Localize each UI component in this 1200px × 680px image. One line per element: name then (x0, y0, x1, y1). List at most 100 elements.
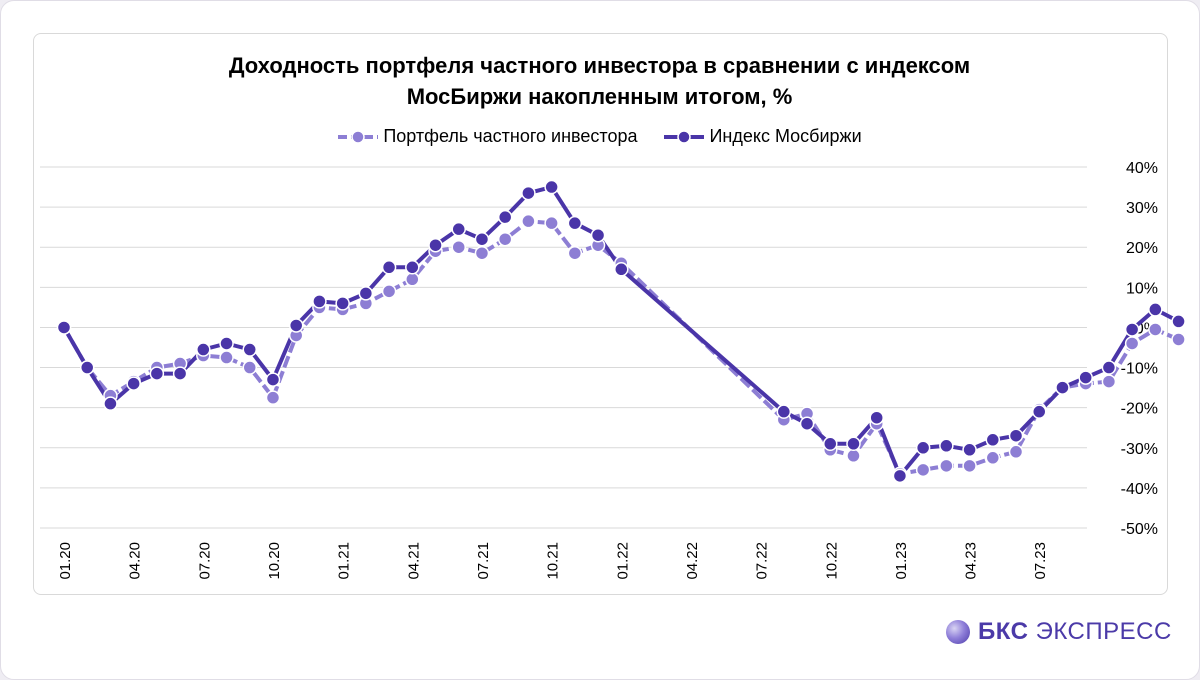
x-tick-label: 07.20 (196, 542, 213, 580)
data-point-index (126, 376, 141, 391)
data-point-portfolio (497, 231, 513, 247)
brand-logo: БКС ЭКСПРЕСС (946, 618, 1172, 646)
data-point-index (1078, 370, 1093, 385)
y-tick-label: -10% (1121, 361, 1158, 378)
data-point-index (521, 185, 536, 201)
data-point-portfolio (405, 272, 420, 287)
data-point-portfolio (567, 245, 583, 261)
data-point-index (265, 372, 281, 387)
data-point-index (381, 260, 397, 275)
data-point-portfolio (939, 458, 954, 474)
data-point-index (614, 262, 629, 277)
data-point-portfolio (451, 239, 466, 255)
y-tick-label: -20% (1121, 401, 1158, 418)
brand-sphere-icon (946, 620, 970, 644)
data-point-index (1031, 404, 1047, 419)
data-point-index (1008, 428, 1024, 443)
data-point-index (1148, 302, 1163, 317)
data-point-index (1055, 380, 1070, 395)
data-point-portfolio (219, 350, 234, 365)
data-point-index (985, 432, 1001, 448)
legend-marker-portfolio (338, 129, 379, 144)
data-point-index (103, 396, 118, 411)
data-point-index (1101, 360, 1117, 375)
data-point-index (544, 179, 559, 195)
x-tick-label: 01.20 (57, 542, 74, 580)
x-tick-label: 10.20 (266, 542, 283, 580)
chart-title-line-2: МосБиржи накопленным итогом, % (406, 84, 793, 109)
data-point-index (79, 360, 95, 375)
y-tick-label: -50% (1121, 521, 1158, 538)
x-tick-label: 07.22 (754, 542, 771, 580)
data-point-portfolio (381, 284, 397, 299)
x-tick-label: 07.21 (475, 542, 492, 580)
data-point-index (823, 436, 838, 452)
x-tick-label: 04.22 (684, 542, 701, 580)
brand-name-bold: БКС (978, 618, 1029, 645)
x-tick-label: 04.20 (127, 542, 144, 580)
x-tick-label: 04.21 (405, 542, 422, 580)
data-point-index (405, 260, 420, 275)
data-point-index (451, 221, 466, 237)
y-tick-label: 40% (1126, 160, 1158, 177)
chart-legend: Портфель частного инвестора Индекс Мосби… (33, 126, 1166, 147)
data-point-index (335, 296, 350, 311)
data-point-index (196, 342, 211, 357)
x-tick-label: 01.23 (893, 542, 910, 580)
data-point-portfolio (962, 458, 977, 474)
x-tick-label: 10.22 (823, 542, 840, 580)
data-point-index (1171, 314, 1186, 329)
y-tick-label: 20% (1126, 240, 1158, 257)
data-point-portfolio (242, 360, 258, 375)
data-point-index (567, 215, 583, 231)
y-tick-label: 10% (1126, 280, 1158, 297)
y-tick-label: -30% (1121, 441, 1158, 458)
data-point-index (776, 404, 792, 419)
data-point-portfolio (1124, 336, 1140, 351)
data-point-index (590, 227, 606, 243)
chart-card (33, 33, 1168, 595)
data-point-index (497, 209, 513, 225)
x-tick-label: 07.23 (1032, 542, 1049, 580)
chart-title-line-1: Доходность портфеля частного инвестора в… (228, 53, 971, 78)
data-point-index (915, 440, 931, 456)
x-tick-label: 04.23 (963, 542, 980, 580)
legend-label-index: Индекс Мосбиржи (709, 126, 862, 146)
data-point-index (358, 286, 374, 301)
data-point-index (242, 342, 258, 357)
data-point-portfolio (265, 390, 281, 405)
y-tick-label: -40% (1121, 481, 1158, 498)
data-point-portfolio (846, 448, 861, 464)
data-point-index (474, 231, 490, 247)
x-tick-label: 01.21 (336, 542, 353, 580)
data-point-portfolio (474, 245, 490, 261)
y-tick-label: 30% (1126, 200, 1158, 217)
data-point-index (149, 366, 165, 381)
data-point-portfolio (985, 450, 1001, 466)
chart-title: Доходность портфеля частного инвестора в… (33, 50, 1166, 112)
data-point-index (312, 294, 327, 309)
data-point-index (799, 416, 815, 431)
data-point-index (288, 318, 304, 333)
legend-marker-index (664, 129, 705, 144)
brand-name-rest: ЭКСПРЕСС (1035, 618, 1172, 645)
legend-label-portfolio: Портфель частного инвестора (383, 126, 638, 146)
x-tick-label: 01.22 (614, 542, 631, 580)
data-point-index (846, 436, 861, 452)
data-point-portfolio (1008, 444, 1024, 460)
data-point-portfolio (1148, 322, 1163, 337)
legend-item-portfolio: Портфель частного инвестора (337, 126, 637, 147)
legend-item-index: Индекс Мосбиржи (663, 126, 862, 147)
data-point-portfolio (1101, 374, 1117, 389)
data-point-portfolio (521, 213, 536, 229)
data-point-index (962, 442, 977, 458)
data-point-index (1124, 322, 1140, 337)
data-point-portfolio (915, 462, 931, 478)
data-point-index (428, 237, 443, 253)
x-tick-label: 10.21 (545, 542, 562, 580)
data-point-index (892, 468, 908, 484)
data-point-index (219, 336, 234, 351)
data-point-index (939, 438, 954, 454)
data-point-index (869, 410, 884, 425)
